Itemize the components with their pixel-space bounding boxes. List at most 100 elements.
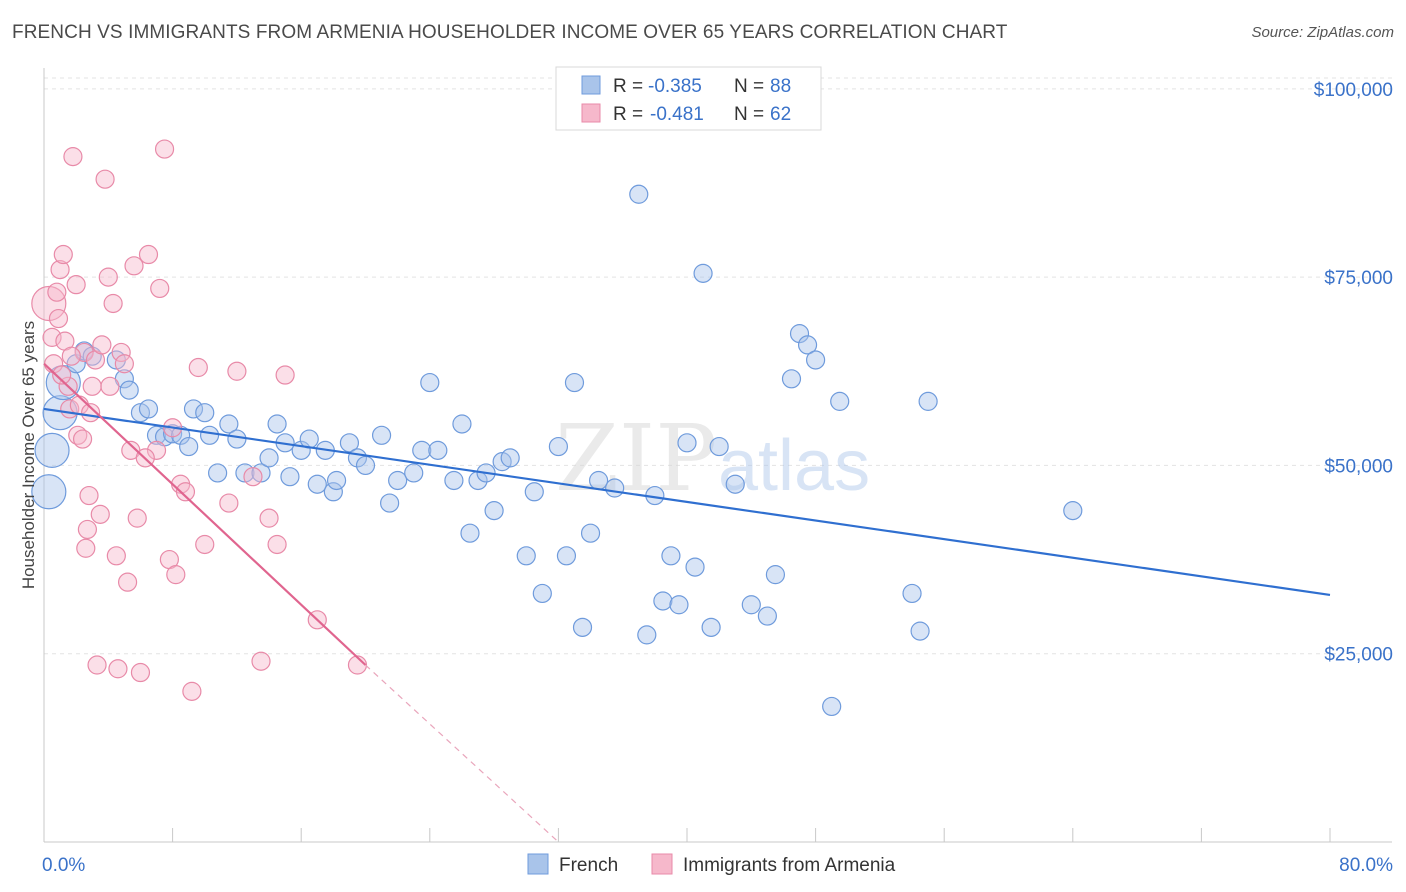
french-point	[371, 425, 392, 445]
armenia-point	[50, 259, 70, 280]
stats-legend: R = -0.385 N = 88 R = -0.481 N = 62	[555, 66, 822, 131]
chart-source: Source: ZipAtlas.com	[1251, 24, 1394, 41]
armenia-point	[61, 346, 81, 366]
french-point	[34, 432, 70, 468]
legend-label-armenia: Immigrants from Armenia	[683, 855, 896, 876]
legend-r-value: -0.481	[650, 104, 704, 125]
french-point	[227, 429, 247, 449]
french-point	[267, 414, 287, 434]
series-legend: French Immigrants from Armenia	[527, 853, 896, 876]
legend-r-label: R =	[613, 104, 643, 125]
french-point	[918, 391, 938, 411]
armenia-point	[52, 365, 72, 385]
legend-r-value: -0.385	[648, 76, 702, 97]
french-point	[323, 482, 343, 502]
armenia-point	[95, 169, 115, 189]
armenia-point	[175, 482, 196, 502]
armenia-point	[47, 282, 67, 302]
french-point	[31, 474, 67, 510]
watermark: ZIP atlas	[555, 405, 870, 512]
armenia-point	[188, 357, 208, 378]
armenia-point	[53, 244, 73, 265]
legend-n-value: 62	[770, 104, 791, 125]
legend-n-value: 88	[770, 76, 791, 97]
french-point	[179, 436, 199, 457]
french-point	[572, 617, 593, 637]
series-armenia-points	[31, 139, 368, 701]
armenia-point	[195, 534, 215, 555]
armenia-point	[182, 681, 202, 701]
trend-line-armenia-extension	[365, 664, 559, 843]
armenia-point	[74, 342, 94, 363]
trend-lines	[43, 362, 1331, 843]
french-point	[605, 478, 625, 498]
legend-n-label: N =	[734, 76, 764, 97]
french-point	[556, 546, 577, 566]
french-point	[339, 433, 360, 453]
french-point	[500, 448, 520, 468]
armenia-point	[77, 519, 98, 540]
x-tick-labels: 0.0% 80.0%	[42, 855, 1393, 876]
armenia-point	[275, 365, 295, 385]
legend-r-label: R =	[613, 76, 643, 97]
armenia-point	[82, 376, 102, 396]
french-point	[119, 380, 139, 400]
french-point	[412, 440, 432, 460]
french-point	[765, 565, 786, 585]
armenia-point	[124, 256, 144, 276]
french-point	[741, 595, 761, 615]
french-point	[902, 583, 922, 604]
grid-lines	[44, 77, 1392, 655]
french-point	[219, 414, 239, 434]
french-point	[693, 263, 713, 283]
armenia-point	[243, 467, 263, 487]
french-point	[355, 455, 376, 476]
french-point	[637, 625, 657, 645]
legend-n-label: N =	[734, 104, 764, 125]
armenia-point	[146, 440, 167, 460]
armenia-point	[138, 244, 159, 265]
armenia-point	[259, 508, 279, 528]
armenia-point	[48, 308, 69, 329]
french-point	[444, 470, 464, 491]
french-point	[653, 591, 673, 611]
french-point	[629, 184, 649, 204]
y-tick-label: $100,000	[1314, 80, 1393, 101]
y-axis-title: Householder Income Over 65 years	[19, 321, 38, 589]
french-point	[428, 440, 448, 460]
armenia-point	[114, 354, 134, 374]
armenia-point	[267, 534, 287, 555]
french-point	[725, 474, 745, 494]
french-point	[548, 436, 569, 457]
armenia-point	[92, 335, 112, 355]
french-point	[830, 391, 850, 411]
armenia-point	[98, 267, 118, 287]
legend-swatch-armenia	[651, 853, 673, 875]
french-point	[532, 583, 552, 604]
french-point	[757, 606, 777, 626]
french-point	[195, 403, 215, 423]
french-point	[822, 696, 842, 717]
french-point	[171, 425, 191, 445]
french-point	[669, 595, 689, 615]
french-point	[910, 621, 930, 641]
french-point	[326, 470, 347, 491]
armenia-point	[127, 508, 147, 528]
legend-swatch-french	[527, 853, 549, 875]
armenia-point	[103, 293, 123, 314]
armenia-point	[90, 504, 110, 524]
watermark-zip: ZIP	[555, 405, 717, 512]
french-point	[588, 470, 609, 491]
french-point	[460, 523, 480, 543]
armenia-point	[227, 361, 247, 381]
french-point	[524, 482, 544, 502]
french-point	[789, 324, 810, 344]
french-point	[259, 448, 279, 468]
armenia-point	[79, 485, 99, 506]
y-tick-label: $75,000	[1324, 268, 1393, 289]
armenia-point	[87, 655, 107, 675]
armenia-point	[108, 659, 128, 679]
armenia-point	[72, 429, 93, 449]
y-tick-labels: $25,000 $50,000 $75,000 $100,000	[1314, 80, 1393, 666]
